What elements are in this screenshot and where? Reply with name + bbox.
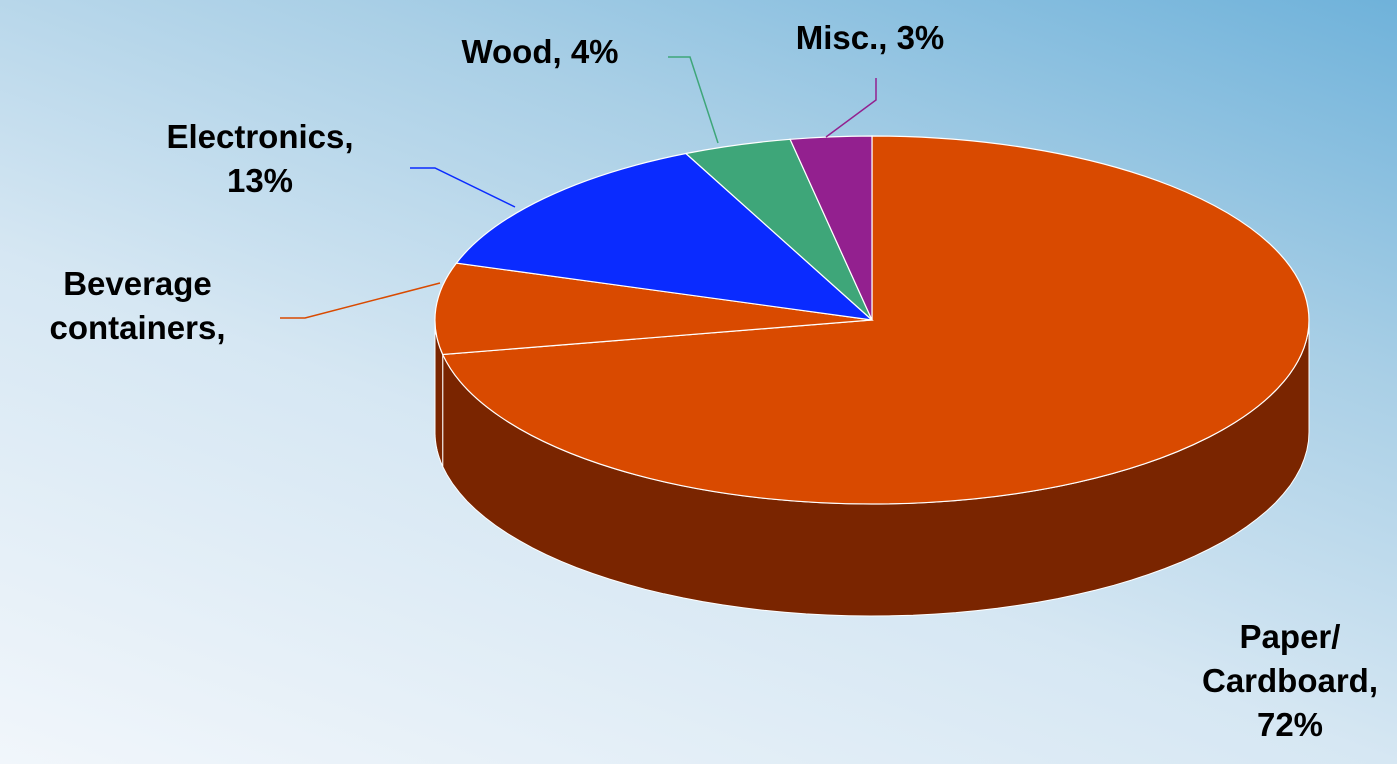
pie-slice-electronics (455, 152, 874, 321)
leader-line-misc (825, 78, 877, 138)
pie-slice-paper-cardboard (441, 135, 1310, 505)
label-paper-cardboard: Paper/ Cardboard, 72% (1201, 618, 1379, 743)
label-electronics: Electronics, 13% (166, 118, 354, 199)
leader-lines (280, 56, 877, 319)
leader-line-electronics (410, 167, 516, 208)
leader-line-beverage-containers (280, 282, 441, 319)
pie-slice-misc (789, 135, 873, 321)
pie-top-faces (434, 135, 1310, 505)
leader-line-wood (668, 56, 719, 144)
label-misc: Misc., 3% (795, 19, 945, 56)
label-beverage-containers: Beverage containers, (49, 265, 226, 346)
label-wood: Wood, 4% (461, 33, 619, 70)
pie-slice-beverage-containers (434, 262, 873, 356)
